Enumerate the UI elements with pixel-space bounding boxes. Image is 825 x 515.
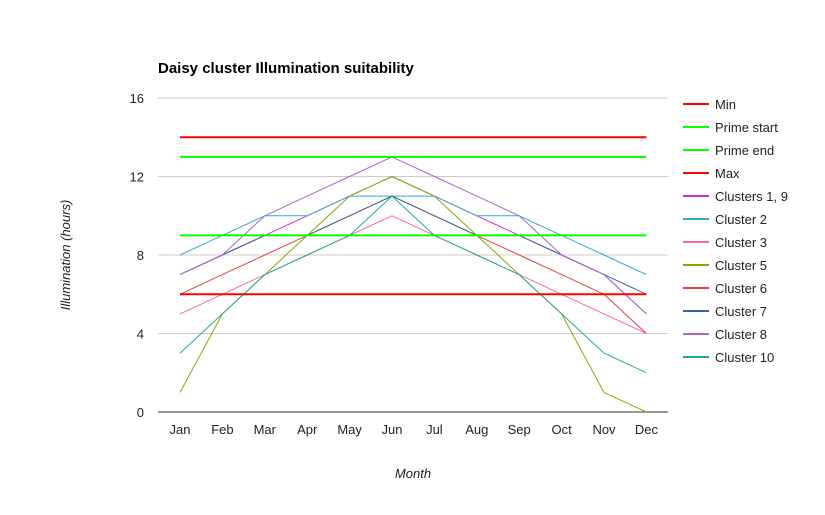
y-tick-label: 16 bbox=[130, 91, 144, 106]
series-line-cluster-10 bbox=[179, 195, 647, 374]
x-tick-label: Mar bbox=[254, 422, 277, 437]
x-tick-label: Nov bbox=[592, 422, 616, 437]
x-tick-label: Jun bbox=[382, 422, 403, 437]
y-tick-label: 12 bbox=[130, 170, 144, 185]
y-tick-label: 4 bbox=[137, 327, 144, 342]
series-lines bbox=[179, 136, 647, 413]
x-axis-ticks: Jan Feb Mar Apr May Jun Jul Aug Sep Oct Nov Dec bbox=[170, 422, 659, 437]
series-line-cluster-2 bbox=[179, 195, 647, 276]
series-line-cluster-6 bbox=[179, 195, 647, 334]
y-tick-label: 0 bbox=[137, 405, 144, 420]
y-tick-label: 8 bbox=[137, 248, 144, 263]
x-tick-label: Oct bbox=[551, 422, 572, 437]
x-tick-label: Dec bbox=[635, 422, 659, 437]
x-tick-label: May bbox=[337, 422, 362, 437]
legend-label: Cluster 2 bbox=[715, 212, 767, 227]
x-tick-label: Jul bbox=[426, 422, 443, 437]
series-line-cluster-7 bbox=[179, 195, 647, 295]
series-line-cluster-8 bbox=[179, 156, 647, 315]
gridlines bbox=[158, 97, 668, 413]
legend-label: Cluster 6 bbox=[715, 281, 767, 296]
legend-label: Prime end bbox=[715, 143, 774, 158]
legend-label: Clusters 1, 9 bbox=[715, 189, 788, 204]
legend-label: Prime start bbox=[715, 120, 778, 135]
x-axis-title: Month bbox=[395, 466, 431, 481]
series-line-clusters-1-9 bbox=[179, 176, 647, 315]
x-tick-label: Aug bbox=[465, 422, 488, 437]
legend-label: Cluster 5 bbox=[715, 258, 767, 273]
legend-label: Min bbox=[715, 97, 736, 112]
legend: Min Prime start Prime end Max Clusters 1, 9 C… bbox=[683, 97, 788, 365]
series-line-cluster-3 bbox=[179, 215, 647, 334]
y-axis-title: Illumination (hours) bbox=[58, 200, 73, 311]
x-tick-label: Feb bbox=[211, 422, 233, 437]
legend-label: Cluster 10 bbox=[715, 350, 774, 365]
legend-label: Cluster 7 bbox=[715, 304, 767, 319]
x-tick-label: Jan bbox=[170, 422, 191, 437]
legend-label: Max bbox=[715, 166, 740, 181]
legend-label: Cluster 3 bbox=[715, 235, 767, 250]
chart-title: Daisy cluster Illumination suitability bbox=[158, 60, 415, 77]
legend-label: Cluster 8 bbox=[715, 327, 767, 342]
y-axis-ticks: 0 4 8 12 16 bbox=[130, 91, 144, 420]
x-tick-label: Apr bbox=[297, 422, 318, 437]
x-tick-label: Sep bbox=[508, 422, 531, 437]
